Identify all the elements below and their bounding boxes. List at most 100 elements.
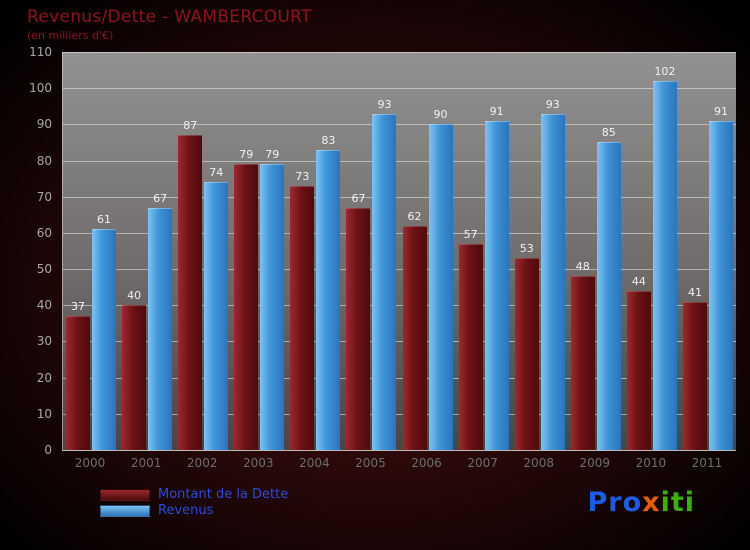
bar-dette xyxy=(626,290,651,450)
legend-label-revenus: Revenus xyxy=(158,503,214,518)
legend-item-dette: Montant de la Dette xyxy=(100,487,288,502)
bar-value-label: 57 xyxy=(463,227,478,241)
legend-label-dette: Montant de la Dette xyxy=(158,487,289,502)
bar-dette xyxy=(458,243,483,450)
y-tick-label: 40 xyxy=(36,298,52,313)
x-axis: 2000 2001 2002 2003 2004 2005 2006 2007 2008 2009… xyxy=(62,456,735,474)
bar-dette xyxy=(122,305,147,450)
bar-value-label: 53 xyxy=(519,242,534,256)
bar-revenus xyxy=(596,142,621,450)
gridline xyxy=(63,413,736,415)
logo-part-pro: Pro xyxy=(587,487,643,518)
x-tick-label: 2005 xyxy=(355,456,386,470)
bar-value-label: 37 xyxy=(71,300,86,314)
y-tick-label: 10 xyxy=(36,406,52,421)
bar-revenus xyxy=(540,113,565,450)
bar-value-label: 91 xyxy=(489,104,504,118)
bar-revenus xyxy=(92,229,117,450)
gridline xyxy=(63,341,736,343)
y-tick-label: 100 xyxy=(29,81,52,96)
x-tick-label: 2008 xyxy=(523,456,554,470)
gridline xyxy=(63,124,736,126)
bar-revenus xyxy=(652,80,677,450)
x-tick-label: 2004 xyxy=(299,456,330,470)
bar-dette xyxy=(402,225,427,450)
gridline xyxy=(63,269,736,271)
gridline xyxy=(63,232,736,234)
gridline xyxy=(63,160,736,162)
bar-dette xyxy=(290,185,315,450)
x-tick-label: 2010 xyxy=(635,456,667,470)
y-axis: 0 10 20 30 40 50 60 70 80 90 100 110 xyxy=(0,45,56,457)
y-tick-label: 90 xyxy=(36,117,52,132)
bar-value-label: 67 xyxy=(351,191,366,205)
bar-dette xyxy=(346,207,371,450)
bar-revenus xyxy=(428,124,453,450)
y-tick-label: 30 xyxy=(36,334,52,349)
bar-value-label: 41 xyxy=(687,285,702,299)
bar-value-label: 91 xyxy=(713,104,728,118)
bar-revenus xyxy=(204,182,229,450)
y-tick-label: 50 xyxy=(36,262,52,277)
bar-value-label: 102 xyxy=(654,64,676,78)
gridline xyxy=(63,305,736,307)
x-tick-label: 2003 xyxy=(243,456,274,470)
bar-dette xyxy=(514,258,539,450)
y-tick-label: 80 xyxy=(36,153,52,168)
y-tick-label: 0 xyxy=(44,443,52,457)
bar-value-label: 73 xyxy=(295,169,310,183)
chart-subtitle: (en milliers d'€) xyxy=(27,29,114,42)
bar-dette xyxy=(682,301,707,450)
gridline xyxy=(63,377,736,379)
gridline xyxy=(63,196,736,198)
logo-part-iti: iti xyxy=(660,487,695,518)
bar-dette xyxy=(178,135,203,450)
bar-value-label: 67 xyxy=(153,191,168,205)
x-tick-label: 2006 xyxy=(411,456,442,470)
legend-swatch-dette xyxy=(100,488,150,501)
gridline xyxy=(63,52,736,53)
logo-part-x: x xyxy=(642,487,661,518)
bar-value-label: 44 xyxy=(631,274,646,288)
gridline xyxy=(63,88,736,90)
bar-value-label: 93 xyxy=(377,97,392,111)
bar-revenus xyxy=(148,207,173,450)
bar-value-label: 79 xyxy=(239,148,254,162)
bar-value-label: 93 xyxy=(545,97,560,111)
bar-value-label: 48 xyxy=(575,260,590,274)
bar-dette xyxy=(234,164,259,450)
bar-value-label: 74 xyxy=(209,166,224,180)
y-tick-label: 70 xyxy=(36,189,52,204)
bar-value-label: 85 xyxy=(601,126,616,140)
y-tick-label: 60 xyxy=(36,225,52,240)
y-tick-label: 110 xyxy=(29,45,52,59)
bar-value-label: 79 xyxy=(265,148,280,162)
x-tick-label: 2000 xyxy=(74,456,106,470)
bar-value-label: 61 xyxy=(97,213,112,227)
bar-value-label: 83 xyxy=(321,133,336,147)
bar-revenus xyxy=(372,113,397,450)
legend: Montant de la Dette Revenus xyxy=(100,487,288,519)
y-tick-label: 20 xyxy=(36,370,52,385)
proxiti-logo: Proxiti xyxy=(588,487,696,518)
bar-revenus xyxy=(484,120,509,450)
x-tick-label: 2001 xyxy=(130,456,162,470)
bar-value-label: 62 xyxy=(407,209,422,223)
x-tick-label: 2007 xyxy=(467,456,498,470)
bar-revenus xyxy=(260,164,285,450)
bar-dette xyxy=(570,276,595,450)
plot-area: 37 61 40 67 87 74 79 79 73 83 67 93 62 90 57 91 53 93 48 85… xyxy=(62,52,736,451)
bar-value-label: 90 xyxy=(433,108,448,122)
x-tick-label: 2009 xyxy=(579,456,611,470)
bar-dette xyxy=(66,316,91,450)
chart-title: Revenus/Dette - WAMBERCOURT xyxy=(27,7,312,27)
bar-value-label: 87 xyxy=(183,119,198,133)
bar-revenus xyxy=(708,120,733,450)
bar-value-label: 40 xyxy=(127,289,142,303)
legend-swatch-revenus xyxy=(100,504,150,517)
x-tick-label: 2002 xyxy=(186,456,218,470)
bar-revenus xyxy=(316,149,341,450)
x-tick-label: 2011 xyxy=(691,456,723,470)
legend-item-revenus: Revenus xyxy=(100,503,288,518)
